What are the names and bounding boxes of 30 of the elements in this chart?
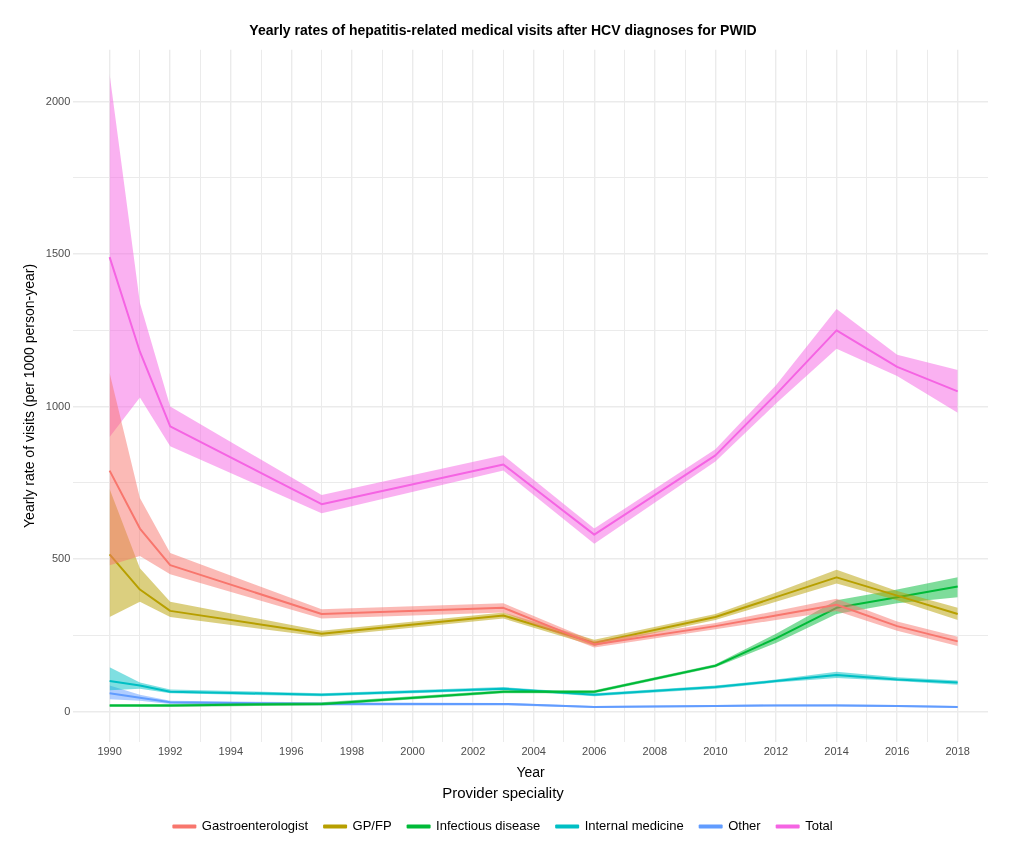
x-tick-label: 2012 [763, 744, 789, 757]
x-tick-label: 2016 [884, 744, 910, 757]
y-tick-label: 2000 [45, 94, 71, 107]
legend-label: Gastroenterologist [201, 818, 309, 834]
legend-label: Infectious disease [436, 818, 541, 834]
chart-title: Yearly rates of hepatitis-related medical visits after HCV diagnoses for PWID [249, 22, 757, 39]
x-axis-title: Year [516, 764, 546, 781]
x-tick-label: 2000 [400, 744, 425, 757]
x-tick-label: 2002 [460, 744, 486, 757]
y-tick-label: 0 [64, 704, 71, 717]
x-tick-label: 2018 [945, 744, 970, 757]
legend-title: Provider speciality [442, 783, 565, 801]
x-tick-label: 1996 [279, 744, 304, 757]
x-tick-label: 2004 [521, 744, 546, 757]
y-tick-label: 1000 [45, 399, 71, 412]
x-tick-label: 2010 [703, 744, 728, 757]
y-tick-label: 500 [51, 552, 71, 565]
legend-label: GP/FP [352, 818, 392, 834]
x-tick-label: 1998 [339, 744, 365, 757]
legend-label: Internal medicine [584, 818, 684, 834]
x-tick-label: 1994 [218, 744, 244, 757]
x-tick-label: 2014 [824, 744, 849, 757]
x-tick-label: 1990 [97, 744, 122, 757]
y-tick-label: 1500 [45, 247, 71, 260]
x-tick-label: 2006 [582, 744, 607, 757]
legend-label: Other [728, 818, 762, 834]
y-axis-title: Yearly rate of visits (per 1000 person-year) [21, 263, 38, 528]
legend-label: Total [805, 818, 833, 834]
x-tick-label: 1992 [157, 744, 183, 757]
x-tick-label: 2008 [642, 744, 668, 757]
